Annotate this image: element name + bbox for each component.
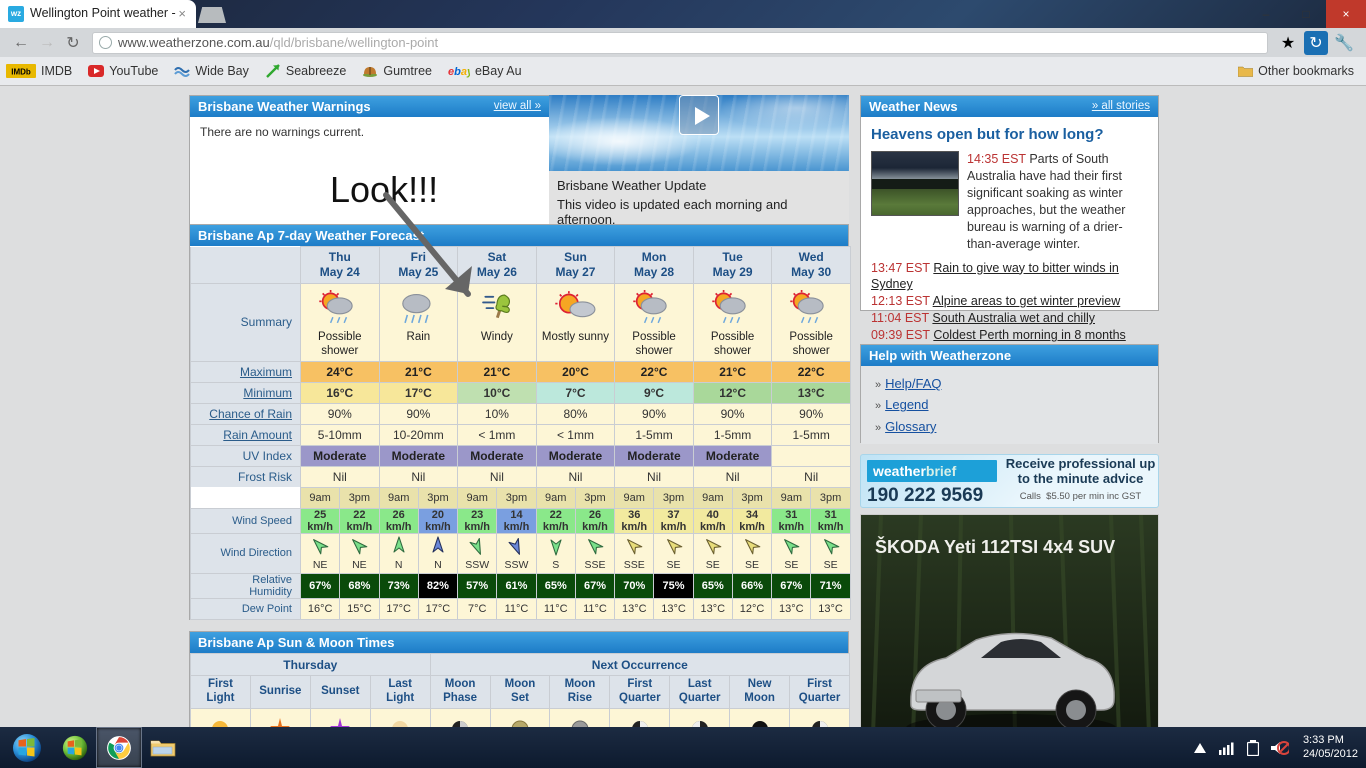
svg-text:ebay: ebay xyxy=(448,66,470,78)
svg-text:ŠKODA Yeti 112TSI 4x4 SUV: ŠKODA Yeti 112TSI 4x4 SUV xyxy=(875,536,1115,557)
svg-text:IMDb: IMDb xyxy=(11,68,31,77)
